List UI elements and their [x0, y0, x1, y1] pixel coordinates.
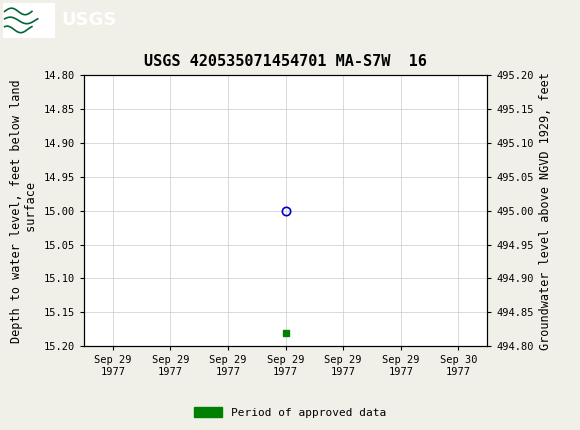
- Y-axis label: Depth to water level, feet below land
 surface: Depth to water level, feet below land su…: [10, 79, 38, 343]
- Text: USGS: USGS: [61, 12, 116, 29]
- Title: USGS 420535071454701 MA-S7W  16: USGS 420535071454701 MA-S7W 16: [144, 53, 427, 68]
- Y-axis label: Groundwater level above NGVD 1929, feet: Groundwater level above NGVD 1929, feet: [539, 72, 552, 350]
- Legend: Period of approved data: Period of approved data: [190, 403, 390, 422]
- FancyBboxPatch shape: [3, 3, 55, 37]
